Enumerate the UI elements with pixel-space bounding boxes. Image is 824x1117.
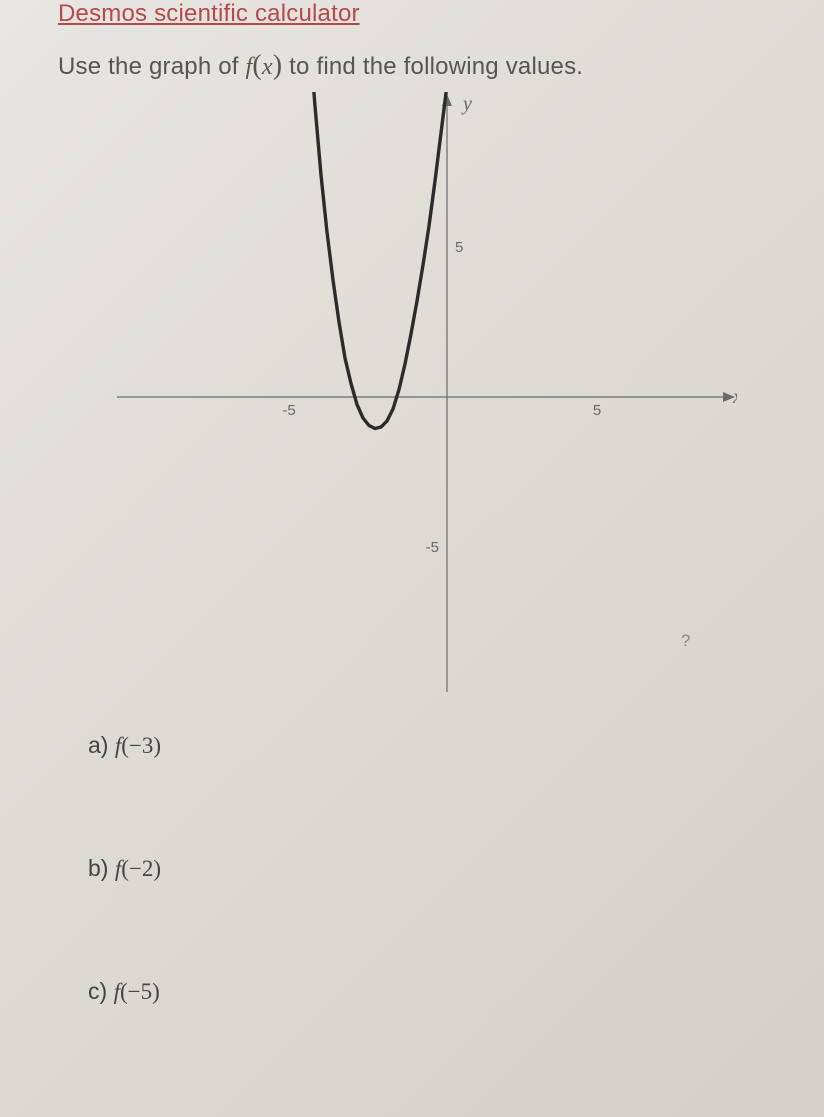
svg-text:5: 5	[455, 239, 463, 256]
svg-text:y: y	[461, 93, 472, 115]
q-c-label: c)	[88, 978, 114, 1004]
q-a-arg: −3	[129, 733, 153, 758]
desmos-link[interactable]: Desmos scientific calculator	[58, 0, 360, 28]
q-c-arg: −5	[128, 979, 152, 1004]
q-b-label: b)	[88, 855, 115, 881]
q-a-open: (	[121, 733, 129, 758]
fn-open: (	[252, 50, 262, 81]
question-c: c) f(−5)	[88, 978, 796, 1005]
svg-text:?: ?	[681, 631, 690, 650]
fn-close: )	[273, 50, 283, 81]
svg-text:-5: -5	[426, 539, 439, 556]
svg-text:-5: -5	[282, 402, 295, 419]
chart-container: -5 5 5 -5 y x?	[58, 92, 796, 702]
q-a-label: a)	[88, 732, 115, 758]
function-graph: -5 5 5 -5 y x?	[117, 92, 737, 702]
questions-list: a) f(−3) b) f(−2) c) f(−5)	[58, 732, 796, 1005]
q-b-arg: −2	[129, 856, 153, 881]
svg-text:5: 5	[593, 402, 601, 419]
prompt-text: Use the graph of f(x) to find the follow…	[58, 50, 796, 82]
svg-text:x: x	[732, 386, 737, 408]
q-a-close: )	[153, 733, 161, 758]
prompt-prefix: Use the graph of	[58, 53, 246, 80]
q-c-close: )	[152, 979, 160, 1004]
q-b-open: (	[121, 856, 129, 881]
question-b: b) f(−2)	[88, 855, 796, 882]
question-a: a) f(−3)	[88, 732, 796, 759]
fn-x: x	[262, 54, 273, 80]
prompt-suffix: to find the following values.	[282, 53, 583, 80]
q-b-close: )	[153, 856, 161, 881]
q-c-open: (	[120, 979, 128, 1004]
